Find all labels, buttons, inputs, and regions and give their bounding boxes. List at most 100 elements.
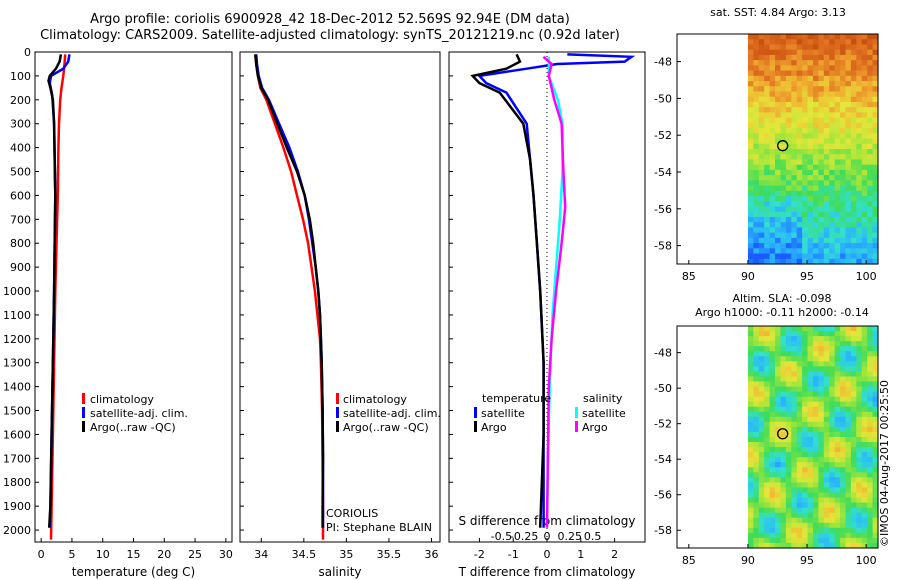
- map-cell: [812, 477, 819, 484]
- map-cell: [747, 138, 754, 145]
- map-cell: [791, 421, 798, 428]
- map-cell: [791, 60, 798, 66]
- map-cell: [829, 175, 836, 181]
- map-cell: [785, 366, 792, 373]
- map-cell: [753, 107, 760, 114]
- map-cell: [780, 366, 787, 373]
- map-cell: [785, 112, 792, 119]
- map-cell: [764, 86, 771, 93]
- map-cell: [769, 497, 776, 504]
- map-cell: [807, 532, 814, 539]
- map-cell: [769, 96, 776, 103]
- map-cell: [856, 396, 863, 403]
- map-cell: [758, 381, 765, 388]
- map-cell: [867, 447, 874, 453]
- map-cell: [775, 190, 782, 197]
- map-cell: [850, 492, 857, 499]
- map-cell: [850, 361, 857, 367]
- map-cell: [796, 376, 803, 383]
- map-cell: [785, 386, 792, 393]
- map-cell: [802, 482, 809, 489]
- map-cell: [856, 386, 863, 393]
- map-cell: [769, 149, 776, 155]
- map-cell: [785, 81, 792, 87]
- map-cell: [872, 39, 879, 46]
- map-cell: [796, 128, 803, 134]
- map-cell: [769, 532, 776, 539]
- map-cell: [850, 138, 857, 145]
- map-cell: [856, 196, 863, 202]
- map-cell: [812, 351, 819, 357]
- map-cell: [764, 467, 771, 473]
- map-cell: [818, 371, 825, 378]
- map-cell: [769, 442, 776, 448]
- map-cell: [753, 361, 760, 367]
- map-cell: [775, 39, 782, 46]
- map-cell: [829, 537, 836, 544]
- map-cell: [802, 457, 809, 463]
- map-cell: [807, 452, 814, 458]
- map-cell: [753, 336, 760, 342]
- map-cell: [829, 44, 836, 51]
- map-cell: [807, 467, 814, 473]
- map-cell: [802, 75, 809, 82]
- map-cell: [872, 133, 879, 140]
- map-cell: [753, 190, 760, 197]
- map-cell: [823, 512, 830, 519]
- map-cell: [780, 91, 787, 98]
- map-cell: [840, 472, 847, 478]
- map-cell: [840, 248, 847, 255]
- map-cell: [796, 437, 803, 443]
- map-cell: [840, 336, 847, 342]
- map-cell: [861, 75, 868, 82]
- map-cell: [758, 346, 765, 352]
- map-cell: [812, 447, 819, 453]
- x-tick-label: 2: [611, 548, 618, 561]
- map-cell: [796, 190, 803, 197]
- map-cell: [829, 122, 836, 129]
- map-cell: [867, 507, 874, 514]
- map-cell: [796, 54, 803, 61]
- map-cell: [867, 437, 874, 443]
- map-cell: [780, 112, 787, 119]
- map-cell: [818, 96, 825, 103]
- map-cell: [785, 180, 792, 187]
- map-cell: [834, 34, 841, 40]
- map-cell: [758, 54, 765, 61]
- map-cell: [818, 185, 825, 192]
- map-cell: [780, 361, 787, 367]
- map-cell: [840, 39, 847, 46]
- x2-tick-label: 0.5: [584, 530, 602, 543]
- map-cell: [758, 206, 765, 213]
- map-cell: [867, 502, 874, 509]
- map-cell: [812, 406, 819, 413]
- map-cell: [758, 70, 765, 77]
- map-cell: [780, 386, 787, 393]
- map-cell: [829, 396, 836, 403]
- map-cell: [818, 477, 825, 484]
- map-cell: [834, 336, 841, 342]
- map-cell: [823, 211, 830, 218]
- map-cell: [812, 196, 819, 202]
- map-cell: [812, 381, 819, 388]
- map-cell: [829, 411, 836, 418]
- map-cell: [829, 406, 836, 413]
- map-cell: [845, 477, 852, 484]
- map-cell: [791, 211, 798, 218]
- map-cell: [867, 537, 874, 544]
- map-cell: [823, 159, 830, 166]
- map-cell: [807, 371, 814, 378]
- map-cell: [845, 527, 852, 534]
- map-cell: [812, 371, 819, 378]
- legend-swatch: [474, 421, 477, 432]
- map-cell: [840, 237, 847, 244]
- map-cell: [758, 361, 765, 367]
- map-cell: [791, 457, 798, 463]
- map-cell: [807, 143, 814, 150]
- map-cell: [802, 91, 809, 98]
- map-cell: [802, 537, 809, 544]
- map-cell: [796, 421, 803, 428]
- map-cell: [758, 222, 765, 229]
- map-cell: [796, 201, 803, 208]
- map-cell: [861, 154, 868, 161]
